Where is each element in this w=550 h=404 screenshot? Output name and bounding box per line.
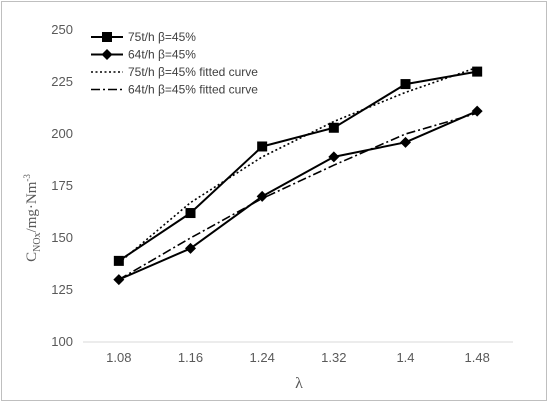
data-point-square xyxy=(113,255,124,266)
legend-label: 64t/h β=45% xyxy=(128,48,196,62)
data-point-square xyxy=(328,122,339,133)
y-tick-label: 175 xyxy=(51,178,73,193)
y-tick-label: 250 xyxy=(51,22,73,37)
series-line xyxy=(118,112,478,281)
data-point-diamond xyxy=(256,190,268,202)
y-axis-title-base: C xyxy=(24,252,40,262)
data-point-diamond xyxy=(400,136,411,148)
y-tick-label: 150 xyxy=(51,230,73,245)
y-axis-title-subscript: NOx xyxy=(32,232,43,251)
x-tick-label: 1.32 xyxy=(321,350,346,365)
y-axis-title-rest: /mg·Nm xyxy=(24,181,40,232)
x-tick-label: 1.16 xyxy=(178,350,203,365)
x-tick-label: 1.08 xyxy=(106,350,131,365)
legend: 75t/h β=45% 64t/h β=45% 75t/h β=45% fitted… xyxy=(91,30,258,97)
data-point-square xyxy=(257,141,268,152)
x-tick-label: 1.48 xyxy=(465,350,490,365)
data-point-diamond xyxy=(328,151,340,163)
legend-label: 75t/h β=45% fitted curve xyxy=(128,65,258,79)
y-tick-label: 200 xyxy=(51,126,73,141)
series-line xyxy=(118,110,478,281)
y-axis-ticks: 100 125 150 175 200 225 250 xyxy=(51,22,73,349)
data-point-diamond xyxy=(185,242,196,254)
legend-item: 75t/h β=45% fitted curve xyxy=(91,65,258,79)
x-axis-ticks: 1.08 1.16 1.24 1.32 1.4 1.48 xyxy=(106,350,490,365)
legend-marker-diamond xyxy=(101,49,113,60)
legend-item: 64t/h β=45% fitted curve xyxy=(91,83,258,97)
x-axis-title: λ xyxy=(295,375,303,392)
data-point-square xyxy=(472,66,483,77)
y-tick-label: 125 xyxy=(51,282,73,297)
x-tick-label: 1.4 xyxy=(396,350,414,365)
legend-marker-square xyxy=(102,32,112,42)
data-point-square xyxy=(400,79,411,90)
series-line xyxy=(118,66,478,264)
series-line xyxy=(118,70,478,262)
y-tick-label: 100 xyxy=(51,334,73,349)
y-axis-title-superscript: -3 xyxy=(22,174,32,182)
y-tick-label: 225 xyxy=(51,74,73,89)
data-point-square xyxy=(185,208,196,219)
y-axis-title: CNOx/mg·Nm-3 xyxy=(22,174,43,262)
x-tick-label: 1.24 xyxy=(250,350,275,365)
series-layer xyxy=(113,66,483,286)
legend-label: 64t/h β=45% fitted curve xyxy=(128,83,258,97)
legend-item: 64t/h β=45% xyxy=(91,48,196,62)
legend-item: 75t/h β=45% xyxy=(91,30,196,44)
legend-label: 75t/h β=45% xyxy=(128,30,196,44)
